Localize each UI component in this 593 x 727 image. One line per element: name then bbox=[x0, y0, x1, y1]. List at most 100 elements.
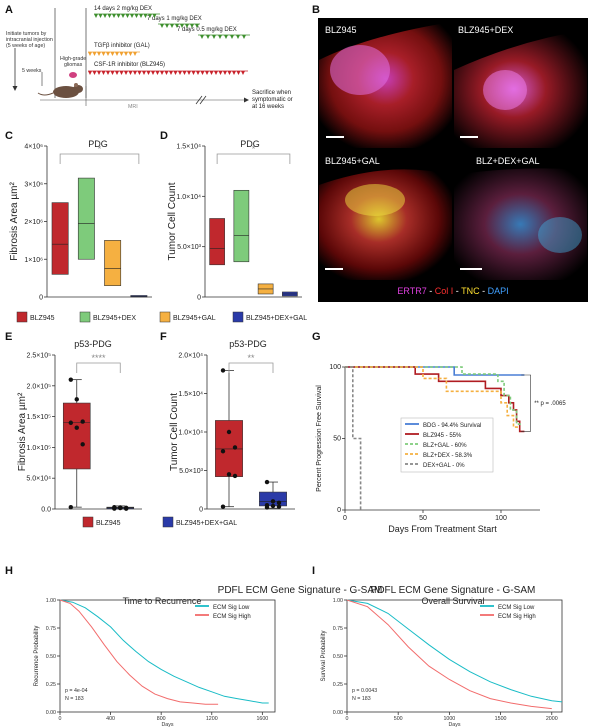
y-tick-label: 1×10⁶ bbox=[24, 257, 43, 264]
blz-arrow bbox=[173, 71, 178, 75]
dex-arrow bbox=[185, 24, 189, 28]
box-blz945 bbox=[215, 420, 243, 477]
legend-label: ECM Sig High bbox=[213, 614, 251, 620]
initiate-arrowhead bbox=[12, 86, 18, 91]
chart-h: 0.00 0.25 0.50 0.75 1.00 0 400 800 1200 1600 Days R… bbox=[34, 598, 276, 727]
significance-bracket bbox=[76, 362, 121, 373]
initiate-label-line3: (5 weeks of age) bbox=[6, 43, 45, 49]
dex-arrow bbox=[98, 14, 103, 18]
panel-letter-i: I bbox=[312, 565, 315, 577]
gal-arrow bbox=[110, 52, 115, 56]
y-tick-label: 2×10⁶ bbox=[24, 219, 43, 226]
panel-letter-g: G bbox=[312, 331, 321, 343]
data-point bbox=[68, 377, 74, 382]
dex-arrow bbox=[218, 35, 222, 39]
series-ecm-sig-low bbox=[59, 599, 269, 704]
y-tick-label: 50 bbox=[333, 436, 341, 443]
x-tick-label: 500 bbox=[394, 716, 403, 722]
y-axis-label: Recurrence Probability bbox=[34, 626, 40, 687]
sacrifice-label-3: at 16 weeks bbox=[252, 104, 284, 110]
legend-label: ECM Sig Low bbox=[498, 605, 535, 611]
y-tick-label: 5.0×10³ bbox=[179, 468, 204, 475]
micrograph-blz945-dex: BLZ945+DEX bbox=[454, 19, 587, 148]
micrograph-blz945-gal: BLZ945+GAL bbox=[319, 150, 452, 280]
blz-arrow bbox=[115, 71, 119, 75]
stat-text: N = 183 bbox=[352, 696, 371, 702]
dex-arrow bbox=[125, 14, 130, 18]
micrograph-label-blz-dex-gal: BLZ+DEX+GAL bbox=[476, 156, 540, 166]
blz-arrow bbox=[97, 71, 101, 75]
y-tick-label: 0.00 bbox=[46, 710, 56, 716]
significance-bracket bbox=[228, 362, 274, 373]
micrograph-label-blz945-dex: BLZ945+DEX bbox=[458, 25, 513, 35]
legends-layer: BLZ945 BLZ945+DEX BLZ945+GAL BLZ945+DEX+GAL… bbox=[16, 311, 307, 528]
legend-box bbox=[400, 417, 494, 473]
y-tick-label: 100 bbox=[329, 364, 341, 371]
data-point bbox=[80, 442, 85, 447]
data-point bbox=[264, 479, 270, 485]
dex-arrow bbox=[180, 24, 184, 28]
chart-d: 0 5.0×10³ 1.0×10⁴ 1.5×10⁴ Tumor Cell Count * bbox=[167, 144, 302, 302]
micrograph-blz945: BLZ945 bbox=[319, 19, 452, 148]
blz-arrow bbox=[92, 71, 97, 75]
y-tick-label: 0 bbox=[197, 295, 201, 302]
panel-letter-b: B bbox=[312, 4, 320, 16]
legend-label: BLZ945 - 55% bbox=[423, 433, 462, 439]
blz-dose-arrows bbox=[88, 71, 245, 75]
y-tick-label: 0.50 bbox=[333, 654, 343, 660]
dex-7-1-label: 7 days 1 mg/kg DEX bbox=[147, 16, 202, 22]
dex-arrow bbox=[165, 24, 169, 28]
y-tick-label: 0.0 bbox=[41, 507, 51, 514]
y-tick-label: 1.0×10⁵ bbox=[26, 445, 51, 452]
legend-swatch bbox=[232, 311, 244, 323]
data-point bbox=[118, 505, 123, 510]
five-weeks-label: 5 weeks bbox=[22, 68, 42, 74]
y-tick-label: 2.0×10⁵ bbox=[26, 383, 51, 390]
blz-arrow bbox=[133, 71, 137, 75]
y-axis-label: Percent Progression Free Survival bbox=[316, 385, 323, 492]
blz-arrow bbox=[187, 71, 191, 75]
dex-dose-arrows bbox=[94, 14, 246, 39]
y-tick-label: 0 bbox=[39, 295, 43, 302]
x-tick-label: 1200 bbox=[206, 716, 218, 722]
blz-arrow bbox=[164, 71, 169, 75]
blz-arrow bbox=[142, 71, 146, 75]
legend-label: BLZ945+DEX bbox=[93, 315, 136, 322]
data-point bbox=[232, 445, 238, 450]
blz-arrow bbox=[106, 71, 110, 75]
axis-break-1 bbox=[195, 95, 203, 105]
chart-h-subtitle: Time to Recurrence bbox=[123, 596, 202, 606]
x-tick-label: 50 bbox=[419, 515, 427, 522]
y-tick-label: 0.25 bbox=[46, 682, 56, 688]
legend-swatch bbox=[16, 311, 28, 323]
data-point bbox=[226, 429, 232, 435]
dex-arrow bbox=[139, 14, 143, 18]
micrograph-blz-dex-gal: BLZ+DEX+GAL bbox=[454, 150, 587, 280]
stain-legend-item-3: - bbox=[453, 286, 461, 296]
axis-break-2 bbox=[199, 95, 207, 105]
series-ecm-sig-low bbox=[346, 599, 563, 703]
legend-swatch bbox=[162, 516, 174, 528]
dex-arrow bbox=[103, 14, 107, 18]
data-point bbox=[68, 504, 74, 510]
data-point bbox=[270, 499, 276, 504]
dex-arrow bbox=[190, 24, 194, 28]
box-blz945-gal bbox=[104, 240, 122, 286]
blz-arrow bbox=[119, 71, 124, 75]
panel-letter-a: A bbox=[5, 4, 13, 16]
legend-label: BLZ945 bbox=[30, 315, 55, 322]
y-tick-label: 0.50 bbox=[46, 654, 56, 660]
micrograph-label-blz945: BLZ945 bbox=[325, 25, 357, 35]
significance-bracket bbox=[59, 153, 140, 164]
box-blz945 bbox=[209, 218, 225, 266]
y-tick-label: 5.0×10³ bbox=[177, 244, 202, 251]
series-ecm-sig-high bbox=[59, 599, 219, 705]
dex-7-05-label: 7 days 0.5 mg/kg DEX bbox=[177, 27, 237, 33]
y-axis-label: Tumor Cell Count bbox=[167, 182, 178, 260]
data-point bbox=[112, 506, 117, 511]
legend-swatch bbox=[79, 311, 91, 323]
y-tick-label: 2.0×10⁴ bbox=[178, 353, 203, 360]
x-tick-label: 0 bbox=[343, 515, 347, 522]
dex-arrow bbox=[107, 14, 112, 18]
dex-arrow bbox=[200, 35, 204, 39]
